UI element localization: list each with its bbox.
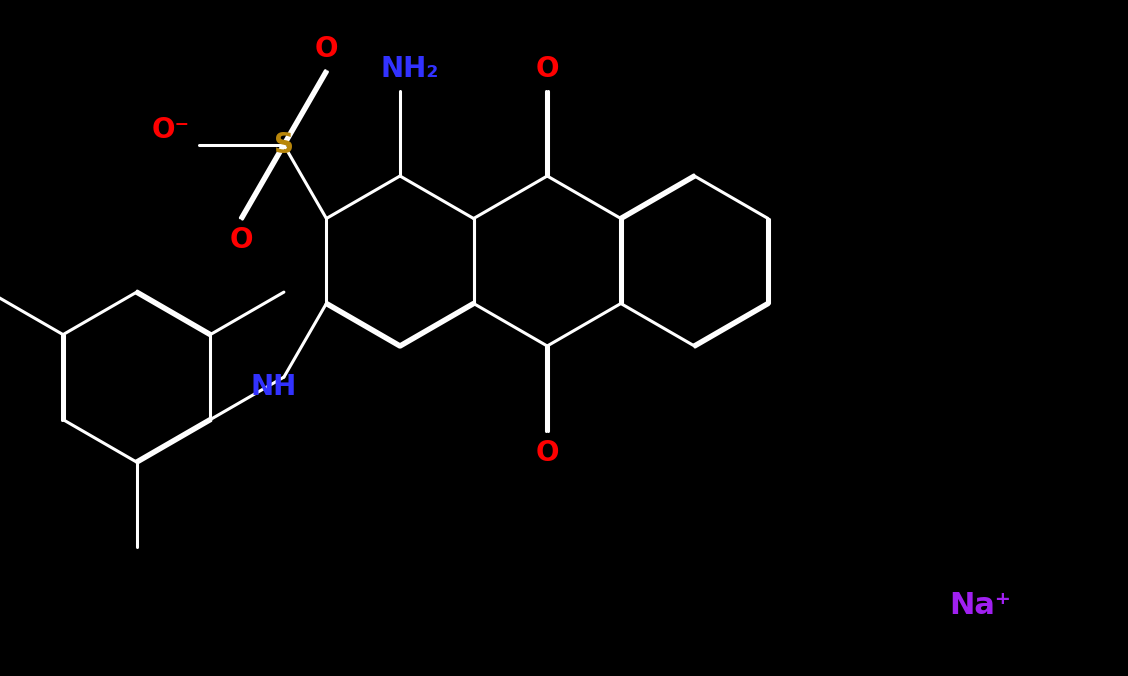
Text: S: S <box>274 131 294 159</box>
Text: O⁻: O⁻ <box>152 116 190 144</box>
Text: NH₂: NH₂ <box>381 55 439 83</box>
Text: O: O <box>230 226 253 254</box>
Text: Na⁺: Na⁺ <box>949 592 1011 621</box>
Text: O: O <box>536 55 559 83</box>
Text: O: O <box>536 439 559 467</box>
Text: NH: NH <box>250 373 297 401</box>
Text: O: O <box>315 35 338 64</box>
